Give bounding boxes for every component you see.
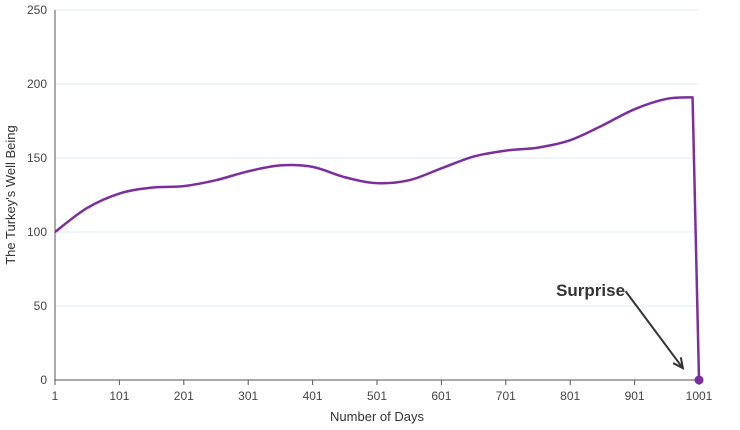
y-axis-title: The Turkey's Well Being [3, 125, 18, 265]
x-tick-label: 1001 [686, 389, 713, 403]
tick-labels: 0 50 100 150 200 250 1 101 201 301 401 501 601 701 801… [27, 3, 713, 403]
annotation-label: Surprise [556, 281, 625, 300]
x-tick-label: 701 [496, 389, 516, 403]
x-tick-label: 501 [367, 389, 387, 403]
grid [55, 9, 699, 307]
series-line [54, 96, 701, 381]
x-tick-label: 1 [52, 389, 59, 403]
x-tick-label: 601 [431, 389, 451, 403]
y-tick-label: 150 [27, 151, 47, 165]
y-tick-label: 200 [27, 77, 47, 91]
y-tick-label: 0 [40, 373, 47, 387]
y-tick-label: 250 [27, 3, 47, 17]
annotation-arrow-head [672, 357, 685, 371]
annotation: Surprise [556, 281, 685, 371]
x-tick-label: 301 [238, 389, 258, 403]
x-axis-title: Number of Days [330, 409, 424, 424]
y-tick-label: 100 [27, 225, 47, 239]
x-tick-label: 401 [303, 389, 323, 403]
x-tick-label: 101 [109, 389, 129, 403]
x-tick-label: 901 [625, 389, 645, 403]
x-tick-label: 801 [560, 389, 580, 403]
y-tick-label: 50 [34, 299, 48, 313]
end-point-marker [694, 375, 704, 385]
annotation-arrow-shaft [624, 290, 684, 369]
axes [54, 10, 700, 385]
series-layer [54, 96, 704, 385]
x-tick-label: 201 [174, 389, 194, 403]
